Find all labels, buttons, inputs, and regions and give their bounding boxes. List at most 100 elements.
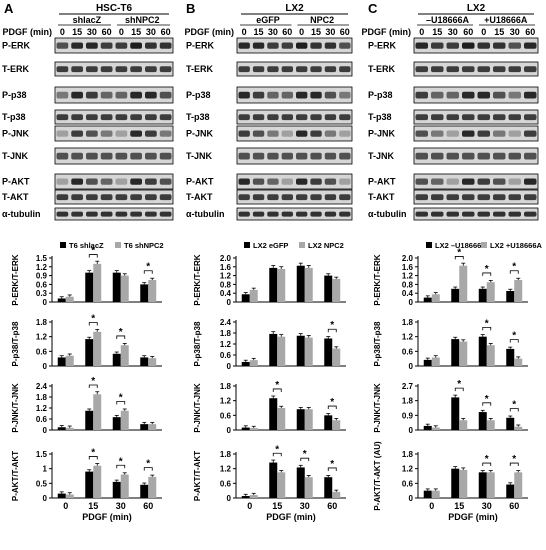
bar-chart-A-4: 0 0.5 1 1.5 P-AKT/T-AKT 0 * 15 * 30 * 60 PDGF (min) <box>11 447 162 522</box>
blot-band <box>238 91 250 99</box>
y-tick-label: 1.8 <box>402 397 414 406</box>
significance-star: * <box>91 246 95 257</box>
significance-star: * <box>512 399 516 410</box>
y-tick-label: 1.2 <box>220 397 232 406</box>
blot-band <box>252 42 265 49</box>
blot-band <box>252 66 265 73</box>
blot-band <box>238 42 250 49</box>
y-tick-label: 1.2 <box>402 333 414 342</box>
significance-star: * <box>146 262 150 273</box>
blot-strip <box>413 37 539 54</box>
blot-band <box>86 152 98 160</box>
bar-chart-B-4: 0 0.6 1.2 1.8 P-AKT/T-AKT 0 * 15 * 30 * 60 PDGF (min… <box>193 444 346 522</box>
legend-swatch <box>481 242 487 248</box>
timepoint-label: 60 <box>525 27 535 37</box>
blot-band <box>56 42 69 49</box>
blot-band <box>493 114 506 121</box>
significance-bracket <box>482 272 492 276</box>
bar <box>57 493 66 498</box>
significance-star: * <box>91 313 95 324</box>
significance-bracket <box>454 256 464 260</box>
bar <box>112 417 121 430</box>
blot-band <box>115 152 128 160</box>
timepoint-label: 60 <box>161 27 171 37</box>
blot-band <box>462 194 475 201</box>
blot-band <box>281 114 293 121</box>
blot-band <box>446 152 459 160</box>
blot-band <box>508 194 521 201</box>
blot-band <box>159 66 172 73</box>
bar <box>506 348 515 366</box>
blot-band <box>100 114 113 121</box>
bar <box>148 476 157 498</box>
blot-band <box>281 91 293 99</box>
x-tick-label: 15 <box>88 501 98 511</box>
timepoint-label: 30 <box>87 27 97 37</box>
blot-band <box>145 66 157 73</box>
blot-band <box>310 152 322 160</box>
blot-strip <box>236 109 353 125</box>
blot-band <box>130 194 142 201</box>
bar <box>241 427 250 430</box>
bar <box>269 398 278 430</box>
blot-label: T-p38 <box>186 112 210 122</box>
blot-strip <box>413 147 539 165</box>
blot-band <box>324 42 337 49</box>
significance-bracket <box>509 408 519 412</box>
significance-star: * <box>485 264 489 275</box>
cell-line-title: LX2 <box>467 3 486 14</box>
bar <box>296 335 305 366</box>
blot-band <box>508 66 521 73</box>
significance-star: * <box>512 262 516 273</box>
blot-band <box>115 42 128 49</box>
blot-band <box>100 91 113 99</box>
bar <box>506 417 515 430</box>
blot-band <box>159 211 172 217</box>
blot-band <box>115 211 128 217</box>
legend-swatch <box>115 242 121 248</box>
bar <box>478 288 487 302</box>
y-tick-label: 2.4 <box>220 318 232 327</box>
bar-chart-C-1: 00.40.81.21.62.0P-ERK/T-ERK** *LX2 –U1866… <box>373 241 542 307</box>
blot-band <box>252 114 265 121</box>
bar <box>486 420 495 430</box>
blot-band <box>71 130 83 137</box>
y-tick-label: 2.0 <box>220 254 232 263</box>
blot-band <box>415 91 428 99</box>
blot-band <box>281 152 293 160</box>
blot-band <box>524 152 537 160</box>
group-label: eGFP <box>256 15 280 25</box>
bar <box>93 465 102 498</box>
bar <box>332 348 341 366</box>
bar <box>140 484 149 498</box>
blot-band <box>100 211 113 217</box>
y-tick-label: 0.3 <box>36 289 48 298</box>
y-tick-label: 1.8 <box>220 329 232 338</box>
blot-label: P-JNK <box>186 129 214 139</box>
timepoint-label: 15 <box>432 27 442 37</box>
blot-band <box>339 194 351 201</box>
blot-band <box>324 66 337 73</box>
y-axis-label: P-ERK/T-ERK <box>193 254 202 305</box>
blot-band <box>324 211 337 217</box>
significance-bracket <box>272 452 282 457</box>
blot-band <box>281 194 293 201</box>
blot-label: P-p38 <box>368 90 393 100</box>
blot-band <box>267 91 279 99</box>
blot-band <box>508 42 521 49</box>
blot-band <box>296 114 308 121</box>
blot-band <box>296 66 308 73</box>
y-tick-label: 0 <box>409 426 414 435</box>
blot-band <box>477 42 490 49</box>
blot-band <box>446 211 459 217</box>
blot-band <box>431 66 444 73</box>
timepoint-label: 30 <box>146 27 156 37</box>
blot-band <box>324 130 337 137</box>
y-tick-label: 0.6 <box>36 347 48 356</box>
blot-band <box>477 194 490 201</box>
blot-band <box>310 66 322 73</box>
x-tick-label: 15 <box>272 501 282 511</box>
blot-band <box>431 194 444 201</box>
y-tick-label: 0.6 <box>220 411 232 420</box>
bar <box>423 359 432 366</box>
